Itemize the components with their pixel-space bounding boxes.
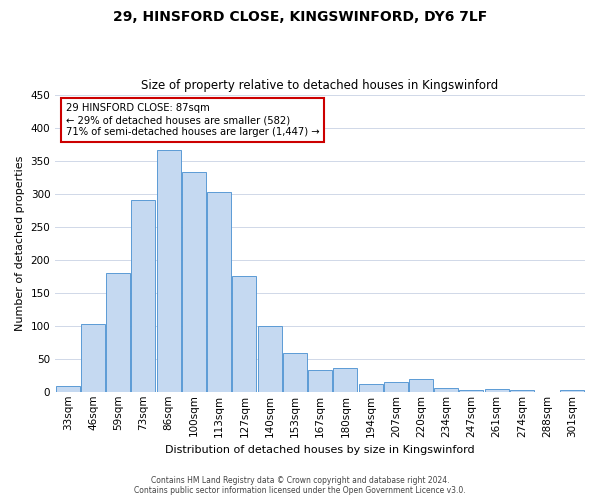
Bar [81, 324, 105, 392]
Title: Size of property relative to detached houses in Kingswinford: Size of property relative to detached ho… [142, 79, 499, 92]
Bar [359, 384, 383, 392]
Bar [460, 390, 484, 392]
Bar [384, 382, 408, 392]
Bar [409, 379, 433, 392]
Bar [157, 150, 181, 392]
Bar [131, 200, 155, 392]
Y-axis label: Number of detached properties: Number of detached properties [15, 156, 25, 331]
Text: 29 HINSFORD CLOSE: 87sqm
← 29% of detached houses are smaller (582)
71% of semi-: 29 HINSFORD CLOSE: 87sqm ← 29% of detach… [66, 104, 319, 136]
Bar [106, 273, 130, 392]
Bar [232, 276, 256, 392]
Bar [560, 390, 584, 392]
Text: Contains HM Land Registry data © Crown copyright and database right 2024.
Contai: Contains HM Land Registry data © Crown c… [134, 476, 466, 495]
Bar [257, 326, 281, 392]
Bar [182, 172, 206, 392]
X-axis label: Distribution of detached houses by size in Kingswinford: Distribution of detached houses by size … [165, 445, 475, 455]
Bar [207, 192, 231, 392]
Bar [56, 386, 80, 392]
Text: 29, HINSFORD CLOSE, KINGSWINFORD, DY6 7LF: 29, HINSFORD CLOSE, KINGSWINFORD, DY6 7L… [113, 10, 487, 24]
Bar [308, 370, 332, 392]
Bar [283, 354, 307, 392]
Bar [334, 368, 357, 392]
Bar [485, 389, 509, 392]
Bar [510, 390, 534, 392]
Bar [434, 388, 458, 392]
